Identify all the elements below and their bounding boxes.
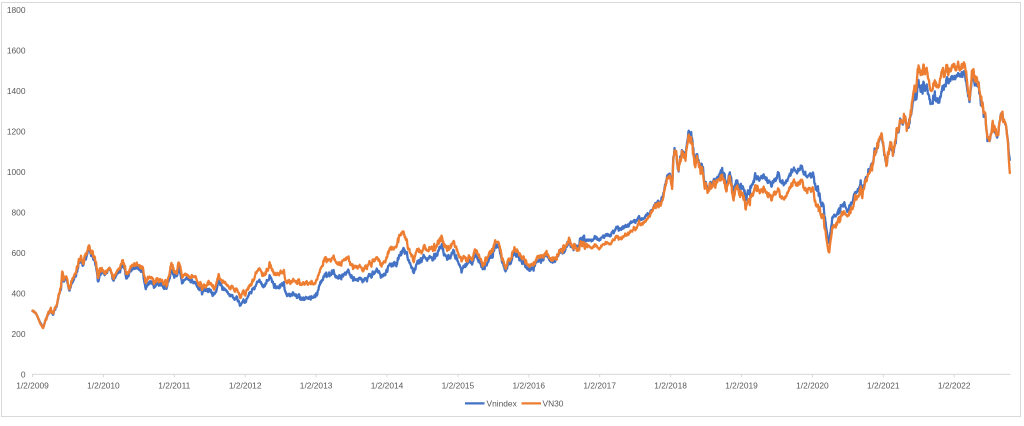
svg-text:1/2/2011: 1/2/2011 <box>158 381 190 391</box>
svg-text:1/2/2013: 1/2/2013 <box>300 381 333 391</box>
svg-text:400: 400 <box>12 288 26 298</box>
svg-text:1000: 1000 <box>7 167 26 177</box>
svg-text:1/2/2021: 1/2/2021 <box>867 381 900 391</box>
svg-text:1/2/2020: 1/2/2020 <box>796 381 829 391</box>
svg-text:800: 800 <box>12 207 26 217</box>
svg-text:1/2/2010: 1/2/2010 <box>87 381 120 391</box>
svg-text:600: 600 <box>12 248 26 258</box>
svg-text:1/2/2018: 1/2/2018 <box>654 381 687 391</box>
svg-text:1200: 1200 <box>7 126 26 136</box>
svg-text:1/2/2014: 1/2/2014 <box>371 381 404 391</box>
svg-text:VN30: VN30 <box>543 399 564 409</box>
svg-text:1/2/2009: 1/2/2009 <box>16 381 49 391</box>
svg-text:Vnindex: Vnindex <box>487 399 518 409</box>
svg-text:1/2/2015: 1/2/2015 <box>442 381 475 391</box>
svg-text:1400: 1400 <box>7 86 26 96</box>
svg-text:0: 0 <box>21 369 26 379</box>
svg-text:200: 200 <box>12 329 26 339</box>
svg-text:1/2/2012: 1/2/2012 <box>229 381 262 391</box>
svg-text:1600: 1600 <box>7 46 26 56</box>
svg-text:1/2/2022: 1/2/2022 <box>938 381 971 391</box>
svg-text:1/2/2016: 1/2/2016 <box>512 381 545 391</box>
svg-text:1800: 1800 <box>7 5 26 15</box>
svg-text:1/2/2019: 1/2/2019 <box>725 381 758 391</box>
svg-text:1/2/2017: 1/2/2017 <box>583 381 616 391</box>
